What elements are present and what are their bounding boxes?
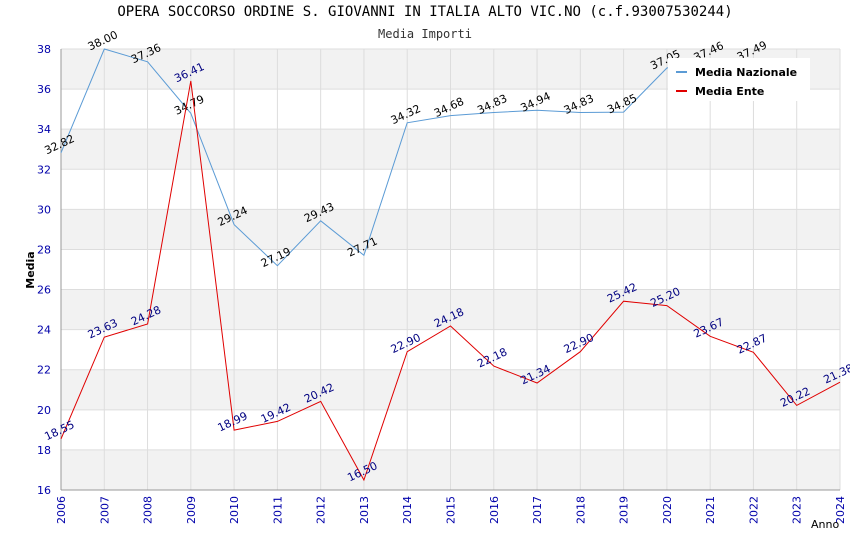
- x-tick-label: 2006: [55, 496, 68, 524]
- y-tick-label: 32: [37, 163, 51, 176]
- chart-title: OPERA SOCCORSO ORDINE S. GIOVANNI IN ITA…: [117, 4, 733, 20]
- y-tick-label: 16: [37, 484, 51, 497]
- y-tick-label: 22: [37, 364, 51, 377]
- x-tick-label: 2007: [98, 496, 111, 524]
- data-label: 22.87: [735, 332, 769, 357]
- x-tick-label: 2012: [315, 496, 328, 524]
- y-tick-label: 34: [37, 123, 51, 136]
- data-label: 18.99: [216, 409, 250, 434]
- data-label: 34.83: [562, 92, 596, 117]
- y-tick-label: 24: [37, 324, 51, 337]
- x-tick-label: 2022: [747, 496, 760, 524]
- series-line-media-ente: [60, 80, 841, 482]
- data-label: 22.90: [389, 331, 423, 356]
- y-tick-label: 26: [37, 284, 51, 297]
- x-tick-label: 2011: [271, 496, 284, 524]
- x-tick-label: 2020: [661, 496, 674, 524]
- y-axis-title: Media: [24, 251, 37, 288]
- data-label: 34.32: [389, 102, 423, 127]
- y-tick-label: 28: [37, 243, 51, 256]
- legend-label: Media Ente: [695, 85, 764, 98]
- x-tick-label: 2013: [358, 496, 371, 524]
- x-tick-label: 2021: [704, 496, 717, 524]
- x-tick-label: 2023: [791, 496, 804, 524]
- data-label: 22.18: [475, 345, 509, 370]
- x-tick-label: 2018: [574, 496, 587, 524]
- x-tick-label: 2016: [488, 496, 501, 524]
- legend-box: [668, 58, 810, 101]
- x-tick-label: 2010: [228, 496, 241, 524]
- x-tick-label: 2014: [401, 496, 414, 524]
- x-tick-label: 2015: [445, 496, 458, 524]
- series-line-media-nazionale: [60, 48, 754, 267]
- y-tick-label: 36: [37, 83, 51, 96]
- y-tick-label: 30: [37, 203, 51, 216]
- y-tick-label: 38: [37, 43, 51, 56]
- data-label: 34.83: [475, 92, 509, 117]
- x-axis-title: Anno: [811, 518, 839, 531]
- y-tick-label: 18: [37, 444, 51, 457]
- x-tick-label: 2008: [142, 496, 155, 524]
- x-tick-label: 2024: [834, 496, 847, 524]
- data-label: 34.79: [172, 93, 206, 118]
- y-tick-label: 20: [37, 404, 51, 417]
- legend-label: Media Nazionale: [695, 66, 797, 79]
- x-tick-label: 2019: [618, 496, 631, 524]
- data-label: 18.55: [42, 418, 76, 443]
- data-label: 34.85: [605, 91, 639, 116]
- chart-subtitle: Media Importi: [378, 27, 472, 41]
- x-tick-label: 2017: [531, 496, 544, 524]
- x-tick-label: 2009: [185, 496, 198, 524]
